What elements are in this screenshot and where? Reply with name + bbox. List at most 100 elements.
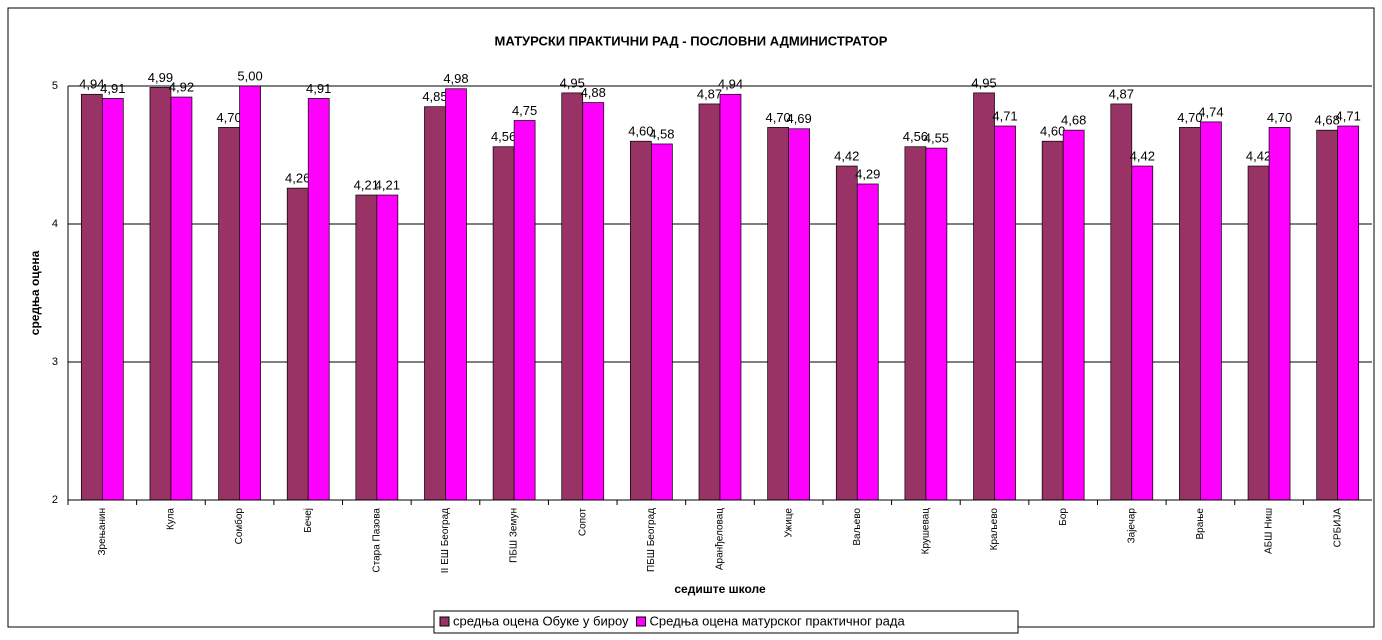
bar bbox=[286, 187, 309, 501]
bar bbox=[1179, 127, 1201, 501]
bar bbox=[1247, 165, 1270, 501]
value-label: 4,75 bbox=[512, 103, 537, 118]
legend-label: Средња оцена матурског практичног рада bbox=[650, 613, 906, 628]
bar bbox=[1131, 165, 1154, 501]
bar bbox=[170, 96, 193, 501]
value-label: 4,58 bbox=[649, 126, 674, 141]
value-label: 4,87 bbox=[1109, 86, 1134, 101]
chart-border bbox=[7, 7, 1375, 628]
value-label: 4,60 bbox=[628, 124, 653, 139]
value-label: 5,00 bbox=[237, 68, 262, 83]
value-label: 4,87 bbox=[697, 86, 722, 101]
value-label: 4,42 bbox=[1246, 148, 1271, 163]
value-label: 4,42 bbox=[834, 148, 859, 163]
x-axis-label: седиште школе bbox=[674, 582, 766, 596]
legend-label: средња оцена Обуке у бироу bbox=[453, 613, 629, 628]
y-tick-label: 2 bbox=[52, 494, 58, 506]
value-label: 4,92 bbox=[169, 79, 194, 94]
value-label: 4,55 bbox=[924, 131, 949, 146]
x-tick-label: Ужице bbox=[783, 508, 794, 538]
bar bbox=[561, 92, 584, 501]
bar bbox=[630, 140, 652, 501]
bar bbox=[973, 92, 995, 501]
x-tick-label: СРБИЈА bbox=[1332, 508, 1343, 548]
bar bbox=[149, 87, 172, 501]
value-label: 4,56 bbox=[491, 129, 516, 144]
y-tick-label: 5 bbox=[52, 80, 58, 92]
chart-title: МАТУРСКИ ПРАКТИЧНИ РАД - ПОСЛОВНИ АДМИНИ… bbox=[495, 33, 888, 48]
y-tick-label: 4 bbox=[52, 218, 58, 230]
bar bbox=[424, 106, 446, 501]
x-tick-label: Стара Пазова bbox=[371, 508, 382, 573]
bar bbox=[239, 85, 261, 501]
bar bbox=[355, 194, 378, 501]
legend-swatch bbox=[439, 616, 450, 627]
value-label: 4,71 bbox=[992, 108, 1017, 123]
value-label: 4,70 bbox=[1177, 110, 1202, 125]
value-label: 4,42 bbox=[1130, 148, 1155, 163]
value-label: 4,98 bbox=[443, 71, 468, 86]
bar bbox=[1316, 129, 1339, 501]
bar bbox=[651, 143, 673, 501]
bar bbox=[994, 125, 1016, 501]
value-label: 4,69 bbox=[786, 111, 811, 126]
x-tick-label: Бор bbox=[1058, 508, 1069, 526]
value-label: 4,95 bbox=[971, 75, 996, 90]
legend-box bbox=[433, 610, 1019, 634]
x-tick-label: Врање bbox=[1195, 508, 1206, 540]
value-label: 4,74 bbox=[1198, 104, 1223, 119]
value-label: 4,56 bbox=[903, 129, 928, 144]
x-tick-label: Крушевац bbox=[921, 508, 932, 555]
value-label: 4,26 bbox=[285, 171, 310, 186]
bar bbox=[1062, 129, 1085, 501]
bar bbox=[307, 98, 330, 501]
x-tick-label: Сомбор bbox=[233, 508, 245, 545]
bar bbox=[788, 128, 810, 501]
x-tick-label: Зрењанин bbox=[97, 508, 108, 555]
value-label: 4,21 bbox=[375, 177, 400, 192]
bar bbox=[1268, 127, 1291, 501]
bar bbox=[445, 88, 467, 501]
x-tick-label: Бечеј bbox=[303, 508, 314, 533]
x-tick-label: ПБШ Београд bbox=[646, 508, 657, 572]
bar bbox=[1110, 103, 1133, 501]
value-label: 4,60 bbox=[1040, 124, 1065, 139]
bar bbox=[835, 165, 858, 501]
value-label: 4,95 bbox=[560, 75, 585, 90]
value-label: 4,70 bbox=[216, 110, 241, 125]
value-label: 4,94 bbox=[79, 77, 104, 92]
bar bbox=[767, 127, 789, 501]
bar bbox=[1200, 121, 1222, 501]
bar bbox=[719, 93, 742, 501]
bar bbox=[582, 102, 605, 501]
bar bbox=[904, 146, 927, 501]
value-label: 4,85 bbox=[422, 89, 447, 104]
bar bbox=[925, 147, 948, 501]
bar bbox=[80, 93, 103, 501]
value-label: 4,71 bbox=[1336, 108, 1361, 123]
bar bbox=[1337, 125, 1360, 501]
bar bbox=[101, 98, 124, 501]
y-axis-label: средња оцена bbox=[28, 250, 42, 335]
bar bbox=[698, 103, 721, 501]
bar bbox=[513, 120, 536, 501]
x-tick-label: Сопот bbox=[577, 508, 588, 537]
value-label: 4,29 bbox=[855, 166, 880, 181]
x-tick-label: ПБШ Земун bbox=[509, 508, 520, 563]
value-label: 4,91 bbox=[100, 81, 125, 96]
x-tick-label: АБШ Ниш bbox=[1264, 508, 1275, 554]
value-label: 4,70 bbox=[765, 110, 790, 125]
y-tick-label: 3 bbox=[52, 356, 58, 368]
x-tick-label: Краљево bbox=[989, 508, 1000, 551]
bar bbox=[376, 194, 399, 501]
value-label: 4,68 bbox=[1061, 113, 1086, 128]
x-tick-label: Зајечар bbox=[1126, 508, 1137, 544]
value-label: 4,94 bbox=[718, 77, 743, 92]
value-label: 4,99 bbox=[148, 70, 173, 85]
x-tick-label: Аранђеловац bbox=[714, 508, 726, 570]
value-label: 4,70 bbox=[1267, 110, 1292, 125]
x-tick-label: Ваљево bbox=[852, 508, 863, 546]
legend-swatch bbox=[636, 616, 647, 627]
bar bbox=[856, 183, 879, 501]
